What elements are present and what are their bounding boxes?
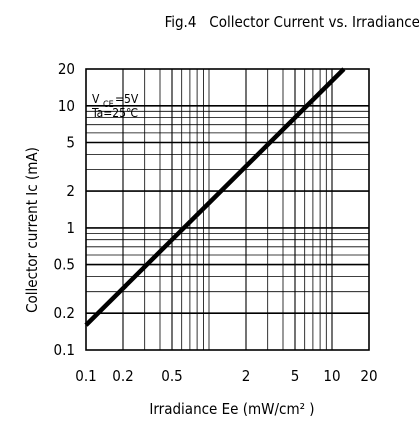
plot-border (85, 68, 370, 351)
y-tick-label: 1 (66, 219, 75, 237)
y-tick-label: 0.1 (54, 341, 75, 359)
x-tick-label: 2 (242, 367, 251, 385)
y-tick-label: 0.5 (54, 256, 75, 274)
x-tick-label: 0.5 (161, 367, 182, 385)
x-tick-label: 0.2 (112, 367, 133, 385)
vce-subscript: CE (103, 100, 114, 110)
y-tick-label: 5 (66, 134, 75, 152)
vce-label: V (92, 92, 100, 106)
series (84, 67, 346, 327)
y-tick-label: 2 (66, 182, 75, 200)
x-axis-label: Irradiance Ee (mW/cm² ) (149, 400, 314, 418)
grid (86, 69, 369, 350)
x-tick-label: 10 (323, 367, 340, 385)
x-tick-label: 0.1 (75, 367, 96, 385)
plot-frame (85, 68, 370, 351)
y-tick-labels: 0.1 0.2 0.5 1 2 5 10 20 (54, 60, 75, 359)
x-tick-label: 20 (360, 367, 377, 385)
condition-annotation: V CE =5V Ta=25℃ (91, 92, 139, 120)
x-tick-labels: 0.1 0.2 0.5 2 5 10 20 (75, 367, 377, 385)
y-axis-label: Collector current Ic (mA) (23, 147, 41, 313)
series-line (84, 67, 346, 327)
y-tick-label: 20 (58, 60, 75, 78)
vce-value: =5V (115, 92, 139, 106)
y-tick-label: 10 (58, 97, 75, 115)
chart-title: Fig.4 Collector Current vs. Irradiance (165, 13, 419, 31)
x-tick-label: 5 (291, 367, 300, 385)
y-tick-label: 0.2 (54, 304, 75, 322)
ta-label: Ta=25℃ (91, 106, 138, 120)
